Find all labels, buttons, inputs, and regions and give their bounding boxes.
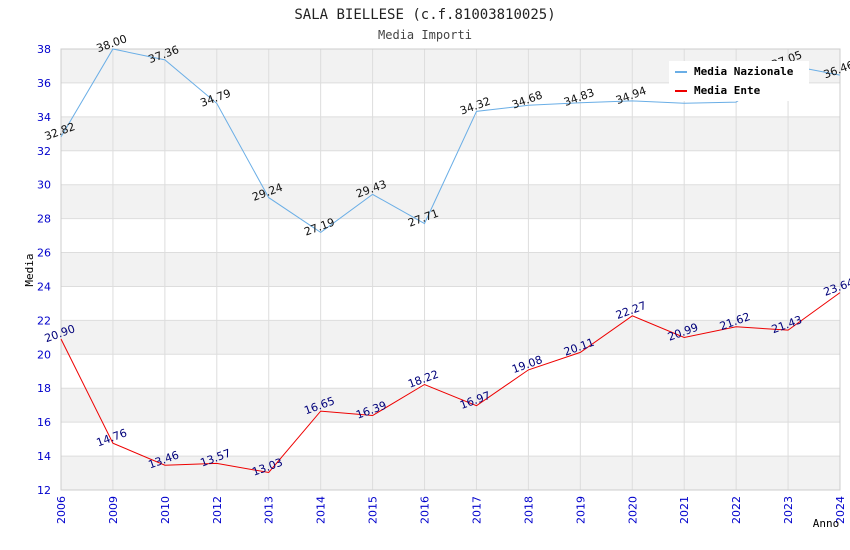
x-tick-label: 2013 xyxy=(263,496,276,524)
x-tick-label: 2021 xyxy=(678,496,691,524)
y-tick-label: 28 xyxy=(37,213,51,226)
plot-band xyxy=(61,252,840,287)
grid-lines xyxy=(60,48,841,491)
plot-frame xyxy=(60,48,841,491)
chart-title: SALA BIELLESE (c.f.81003810025) xyxy=(294,7,555,23)
series-lines xyxy=(60,48,841,474)
chart-subtitle: Media Importi xyxy=(378,28,472,42)
plot-band xyxy=(61,218,840,253)
plot-background xyxy=(61,49,840,490)
y-tick-label: 32 xyxy=(37,145,51,158)
legend-label-media-nazionale: Media Nazionale xyxy=(694,65,794,78)
x-tick-label: 2009 xyxy=(107,496,120,524)
x-tick-label: 2019 xyxy=(574,496,587,524)
legend-label-media-ente: Media Ente xyxy=(694,84,761,97)
x-tick-label: 2012 xyxy=(211,496,224,524)
x-axis-label: Anno xyxy=(813,517,840,530)
plot-band xyxy=(61,388,840,423)
x-tick-label: 2016 xyxy=(419,496,432,524)
y-tick-label: 34 xyxy=(37,111,51,124)
x-tick-label: 2020 xyxy=(626,496,639,524)
plot-band xyxy=(61,184,840,219)
y-tick-label: 12 xyxy=(37,484,51,497)
y-tick-label: 14 xyxy=(37,450,51,463)
y-tick-label: 22 xyxy=(37,314,51,327)
y-tick-label: 18 xyxy=(37,382,51,395)
plot-band xyxy=(61,116,840,151)
x-tick-label: 2023 xyxy=(782,496,795,524)
series-line-media-ente xyxy=(60,292,841,474)
x-axis: 2006 2009 2010 2012 2013 2014 2015 2016 2017 2018… xyxy=(55,496,847,524)
x-tick-label: 2022 xyxy=(730,496,743,524)
plot-band xyxy=(61,286,840,321)
x-tick-label: 2010 xyxy=(159,496,172,524)
x-tick-label: 2015 xyxy=(367,496,380,524)
plot-band xyxy=(61,422,840,457)
y-axis-label: Media xyxy=(23,253,36,286)
legend-background xyxy=(669,61,809,101)
x-tick-label: 2006 xyxy=(55,496,68,524)
y-tick-label: 20 xyxy=(37,348,51,361)
y-axis: 12 14 16 18 20 22 24 26 28 30 32 34 36 38 xyxy=(37,43,51,497)
x-tick-label: 2018 xyxy=(522,496,535,524)
legend: Media Nazionale Media Ente xyxy=(669,61,809,101)
y-tick-label: 30 xyxy=(37,179,51,192)
x-tick-label: 2014 xyxy=(315,496,328,524)
y-tick-label: 16 xyxy=(37,416,51,429)
plot-band xyxy=(61,456,840,490)
x-tick-label: 2024 xyxy=(834,496,847,524)
y-tick-label: 36 xyxy=(37,77,51,90)
plot-band xyxy=(61,320,840,355)
plot-band xyxy=(61,354,840,389)
y-tick-label: 24 xyxy=(37,280,51,293)
y-tick-label: 26 xyxy=(37,247,51,260)
y-tick-label: 38 xyxy=(37,43,51,56)
series-line-media-nazionale xyxy=(60,48,841,234)
x-tick-label: 2017 xyxy=(470,496,483,524)
